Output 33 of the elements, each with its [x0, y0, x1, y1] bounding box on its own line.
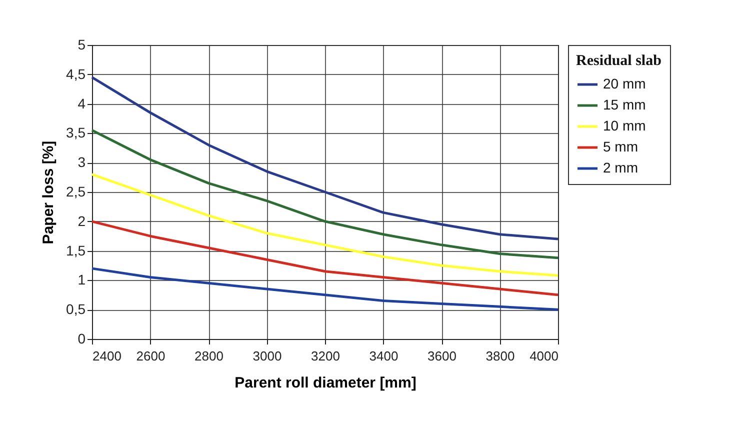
- y-tick-label: 4,5: [66, 66, 86, 82]
- x-tick-label: 2800: [194, 348, 224, 364]
- legend-label: 15 mm: [603, 96, 646, 112]
- y-tick-label: 2,5: [66, 184, 86, 200]
- x-tick-label: 3800: [486, 348, 515, 364]
- legend-label: 2 mm: [603, 160, 638, 176]
- line-series: [90, 76, 560, 240]
- y-tick-label: 5: [78, 36, 86, 52]
- x-tick-label: 3400: [369, 348, 398, 364]
- line-series: [90, 173, 560, 277]
- y-tick-label: 0,5: [66, 301, 86, 318]
- x-tick-label: 3000: [252, 348, 282, 364]
- x-tick-label: 2400: [92, 348, 122, 364]
- y-tick-label: 2: [78, 212, 86, 229]
- line-series: [90, 267, 560, 311]
- x-tick-label: 3200: [311, 348, 340, 364]
- line-series: [90, 220, 560, 296]
- x-tick-label: 4000: [530, 348, 558, 364]
- x-axis-title: Parent roll diameter [mm]: [234, 374, 416, 392]
- legend-label: 20 mm: [603, 76, 646, 92]
- y-tick-label: 4: [78, 95, 86, 112]
- legend-label: 5 mm: [603, 138, 638, 154]
- y-tick-label: 1,5: [66, 242, 86, 258]
- y-tick-label: 3,5: [66, 124, 86, 141]
- x-tick-label: 3600: [428, 348, 456, 364]
- x-tick-label: 2600: [136, 348, 166, 364]
- legend-label: 10 mm: [603, 118, 646, 134]
- y-tick-label: 0: [78, 330, 86, 346]
- y-axis-title: Paper loss [%]: [40, 140, 58, 244]
- legend-title: Residual slab: [576, 53, 662, 69]
- line-series: [90, 129, 560, 260]
- y-tick-label: 3: [78, 154, 86, 170]
- y-tick-label: 1: [78, 272, 86, 288]
